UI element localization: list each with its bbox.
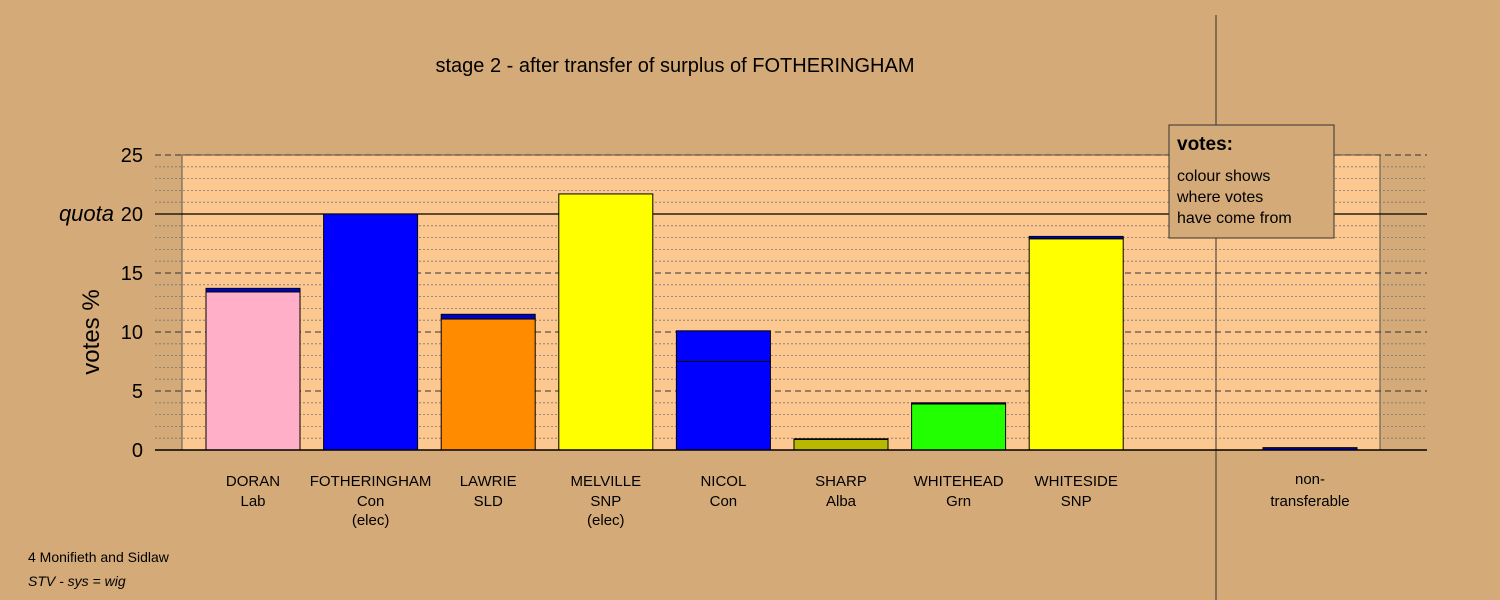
bar-segment [911,402,1007,405]
legend-line-1: colour shows [1177,168,1270,185]
bar-segment [793,438,889,440]
bar-segment [675,330,771,363]
candidate-name-label: WHITEHEAD [914,473,1004,490]
legend-line-3: have come from [1177,210,1292,227]
candidate-party-label: Lab [240,493,265,510]
bar-segment [675,361,771,451]
candidate-party-label: SLD [474,493,503,510]
bar-segment [911,403,1007,451]
candidate-party-label: Alba [826,493,857,510]
y-tick-label: 20 [121,204,143,226]
candidate-name-label: SHARP [815,473,867,490]
bar-segment [1028,238,1124,451]
y-tick-label: 25 [121,145,143,167]
legend-box: votes: colour shows where votes have com… [1168,124,1335,239]
y-tick-label: 10 [121,322,143,344]
candidate-party-label: Con [710,493,738,510]
candidate-name-label: DORAN [226,473,280,490]
bars [205,193,1358,451]
bar-segment [440,313,536,320]
candidate-party-label: Grn [946,493,971,510]
legend-frame [1168,124,1335,239]
candidate-party-label: SNP [590,493,621,510]
candidate-note-label: (elec) [352,512,390,529]
axes: 0 5 10 15 20 25 DORAN Lab FOTHERINGHAM Con (elec) L… [121,15,1427,600]
legend-title: votes: [1177,134,1233,155]
system-label: STV - sys = wig [28,573,126,589]
nontransferable-label-2: transferable [1270,493,1349,510]
bar-segment [205,287,301,293]
constituency-label: 4 Monifieth and Sidlaw [28,549,170,565]
candidate-note-label: (elec) [587,512,625,529]
quota-label: quota [59,201,114,226]
candidate-party-label: SNP [1061,493,1092,510]
candidate-name-label: LAWRIE [460,473,517,490]
candidate-party-label: Con [357,493,385,510]
y-tick-label: 0 [132,440,143,462]
y-axis-label: votes % [78,289,105,374]
bar-segment [440,318,536,451]
y-tick-label: 5 [132,381,143,403]
candidate-name-label: NICOL [700,473,746,490]
chart-title: stage 2 - after transfer of surplus of F… [435,55,914,77]
bar-segment [793,438,889,451]
candidate-name-label: FOTHERINGHAM [310,473,432,490]
nontransferable-label-1: non- [1295,471,1325,488]
legend-line-2: where votes [1176,189,1263,206]
bar-segment [205,291,301,451]
bar-segment [1028,235,1124,240]
bar-segment [558,193,654,451]
bar-segment [323,213,419,451]
y-tick-label: 15 [121,263,143,285]
candidate-name-label: WHITESIDE [1035,473,1118,490]
candidate-name-label: MELVILLE [571,473,642,490]
